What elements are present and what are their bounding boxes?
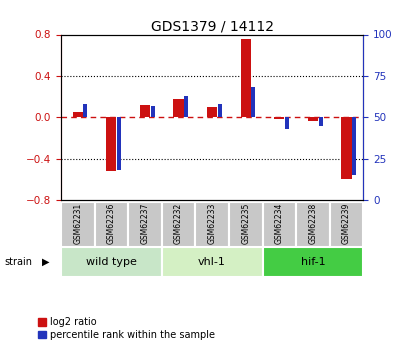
Bar — [151, 106, 155, 117]
Bar — [73, 112, 83, 117]
Text: GSM62234: GSM62234 — [275, 203, 284, 244]
Bar — [207, 107, 217, 117]
Text: hif-1: hif-1 — [301, 257, 325, 267]
Bar — [173, 99, 184, 117]
Text: GSM62235: GSM62235 — [241, 203, 250, 244]
Bar — [241, 39, 251, 117]
Bar — [94, 202, 128, 247]
Bar — [61, 247, 162, 277]
Text: GSM62239: GSM62239 — [342, 203, 351, 244]
Bar — [330, 202, 363, 247]
Bar — [229, 202, 262, 247]
Text: GSM62238: GSM62238 — [308, 203, 318, 244]
Bar — [61, 202, 94, 247]
Text: strain: strain — [4, 257, 32, 267]
Text: GSM62236: GSM62236 — [107, 203, 116, 244]
Bar — [84, 104, 87, 117]
Bar — [128, 202, 162, 247]
Bar — [162, 247, 262, 277]
Text: GSM62231: GSM62231 — [73, 203, 82, 244]
Bar — [262, 202, 296, 247]
Text: ▶: ▶ — [42, 257, 50, 267]
Bar — [195, 202, 229, 247]
Bar — [106, 117, 116, 171]
Text: wild type: wild type — [86, 257, 137, 267]
Legend: log2 ratio, percentile rank within the sample: log2 ratio, percentile rank within the s… — [39, 317, 215, 340]
Bar — [285, 117, 289, 129]
Text: GSM62233: GSM62233 — [207, 203, 217, 244]
Bar — [117, 117, 121, 170]
Text: vhl-1: vhl-1 — [198, 257, 226, 267]
Bar — [308, 117, 318, 121]
Text: GSM62237: GSM62237 — [140, 203, 150, 244]
Bar — [341, 117, 352, 179]
Bar — [296, 202, 330, 247]
Bar — [352, 117, 356, 175]
Bar — [262, 247, 363, 277]
Bar — [184, 96, 188, 117]
Title: GDS1379 / 14112: GDS1379 / 14112 — [151, 19, 273, 33]
Bar — [274, 117, 284, 119]
Bar — [140, 105, 150, 117]
Bar — [252, 88, 255, 117]
Bar — [319, 117, 323, 126]
Bar — [218, 104, 222, 117]
Bar — [162, 202, 195, 247]
Text: GSM62232: GSM62232 — [174, 203, 183, 244]
